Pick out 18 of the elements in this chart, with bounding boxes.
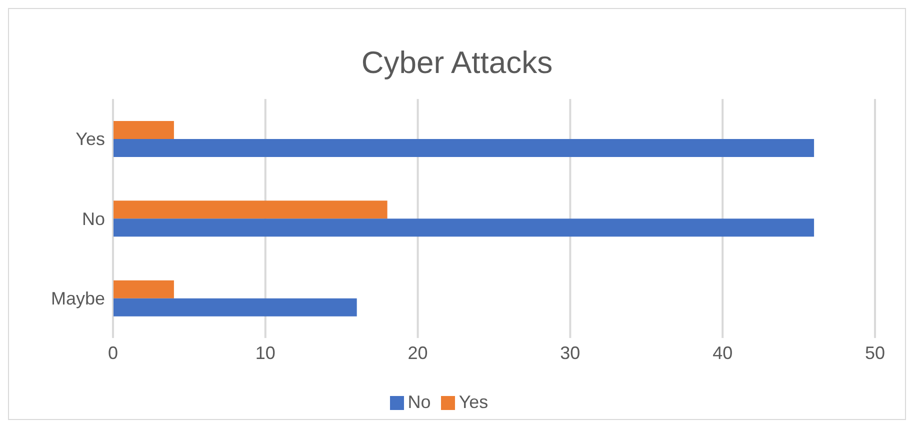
bar bbox=[113, 139, 814, 157]
bar bbox=[113, 218, 814, 237]
x-tick-label: 50 bbox=[864, 342, 886, 363]
y-tick-label: Yes bbox=[76, 129, 105, 150]
y-tick-label: No bbox=[82, 208, 105, 229]
chart-title: Cyber Attacks bbox=[360, 44, 554, 82]
bar bbox=[113, 280, 174, 298]
x-tick-label: 20 bbox=[408, 342, 428, 363]
bar bbox=[113, 121, 174, 139]
x-tick-label: 30 bbox=[560, 342, 580, 363]
bar bbox=[113, 298, 357, 316]
x-tick-label: 10 bbox=[255, 342, 276, 363]
x-tick-label: 0 bbox=[108, 342, 118, 363]
bar bbox=[113, 200, 388, 219]
legend-label: No bbox=[408, 392, 431, 412]
y-tick-label: Maybe bbox=[50, 288, 105, 309]
x-tick-label: 40 bbox=[712, 342, 733, 363]
legend-label: Yes bbox=[458, 392, 488, 412]
